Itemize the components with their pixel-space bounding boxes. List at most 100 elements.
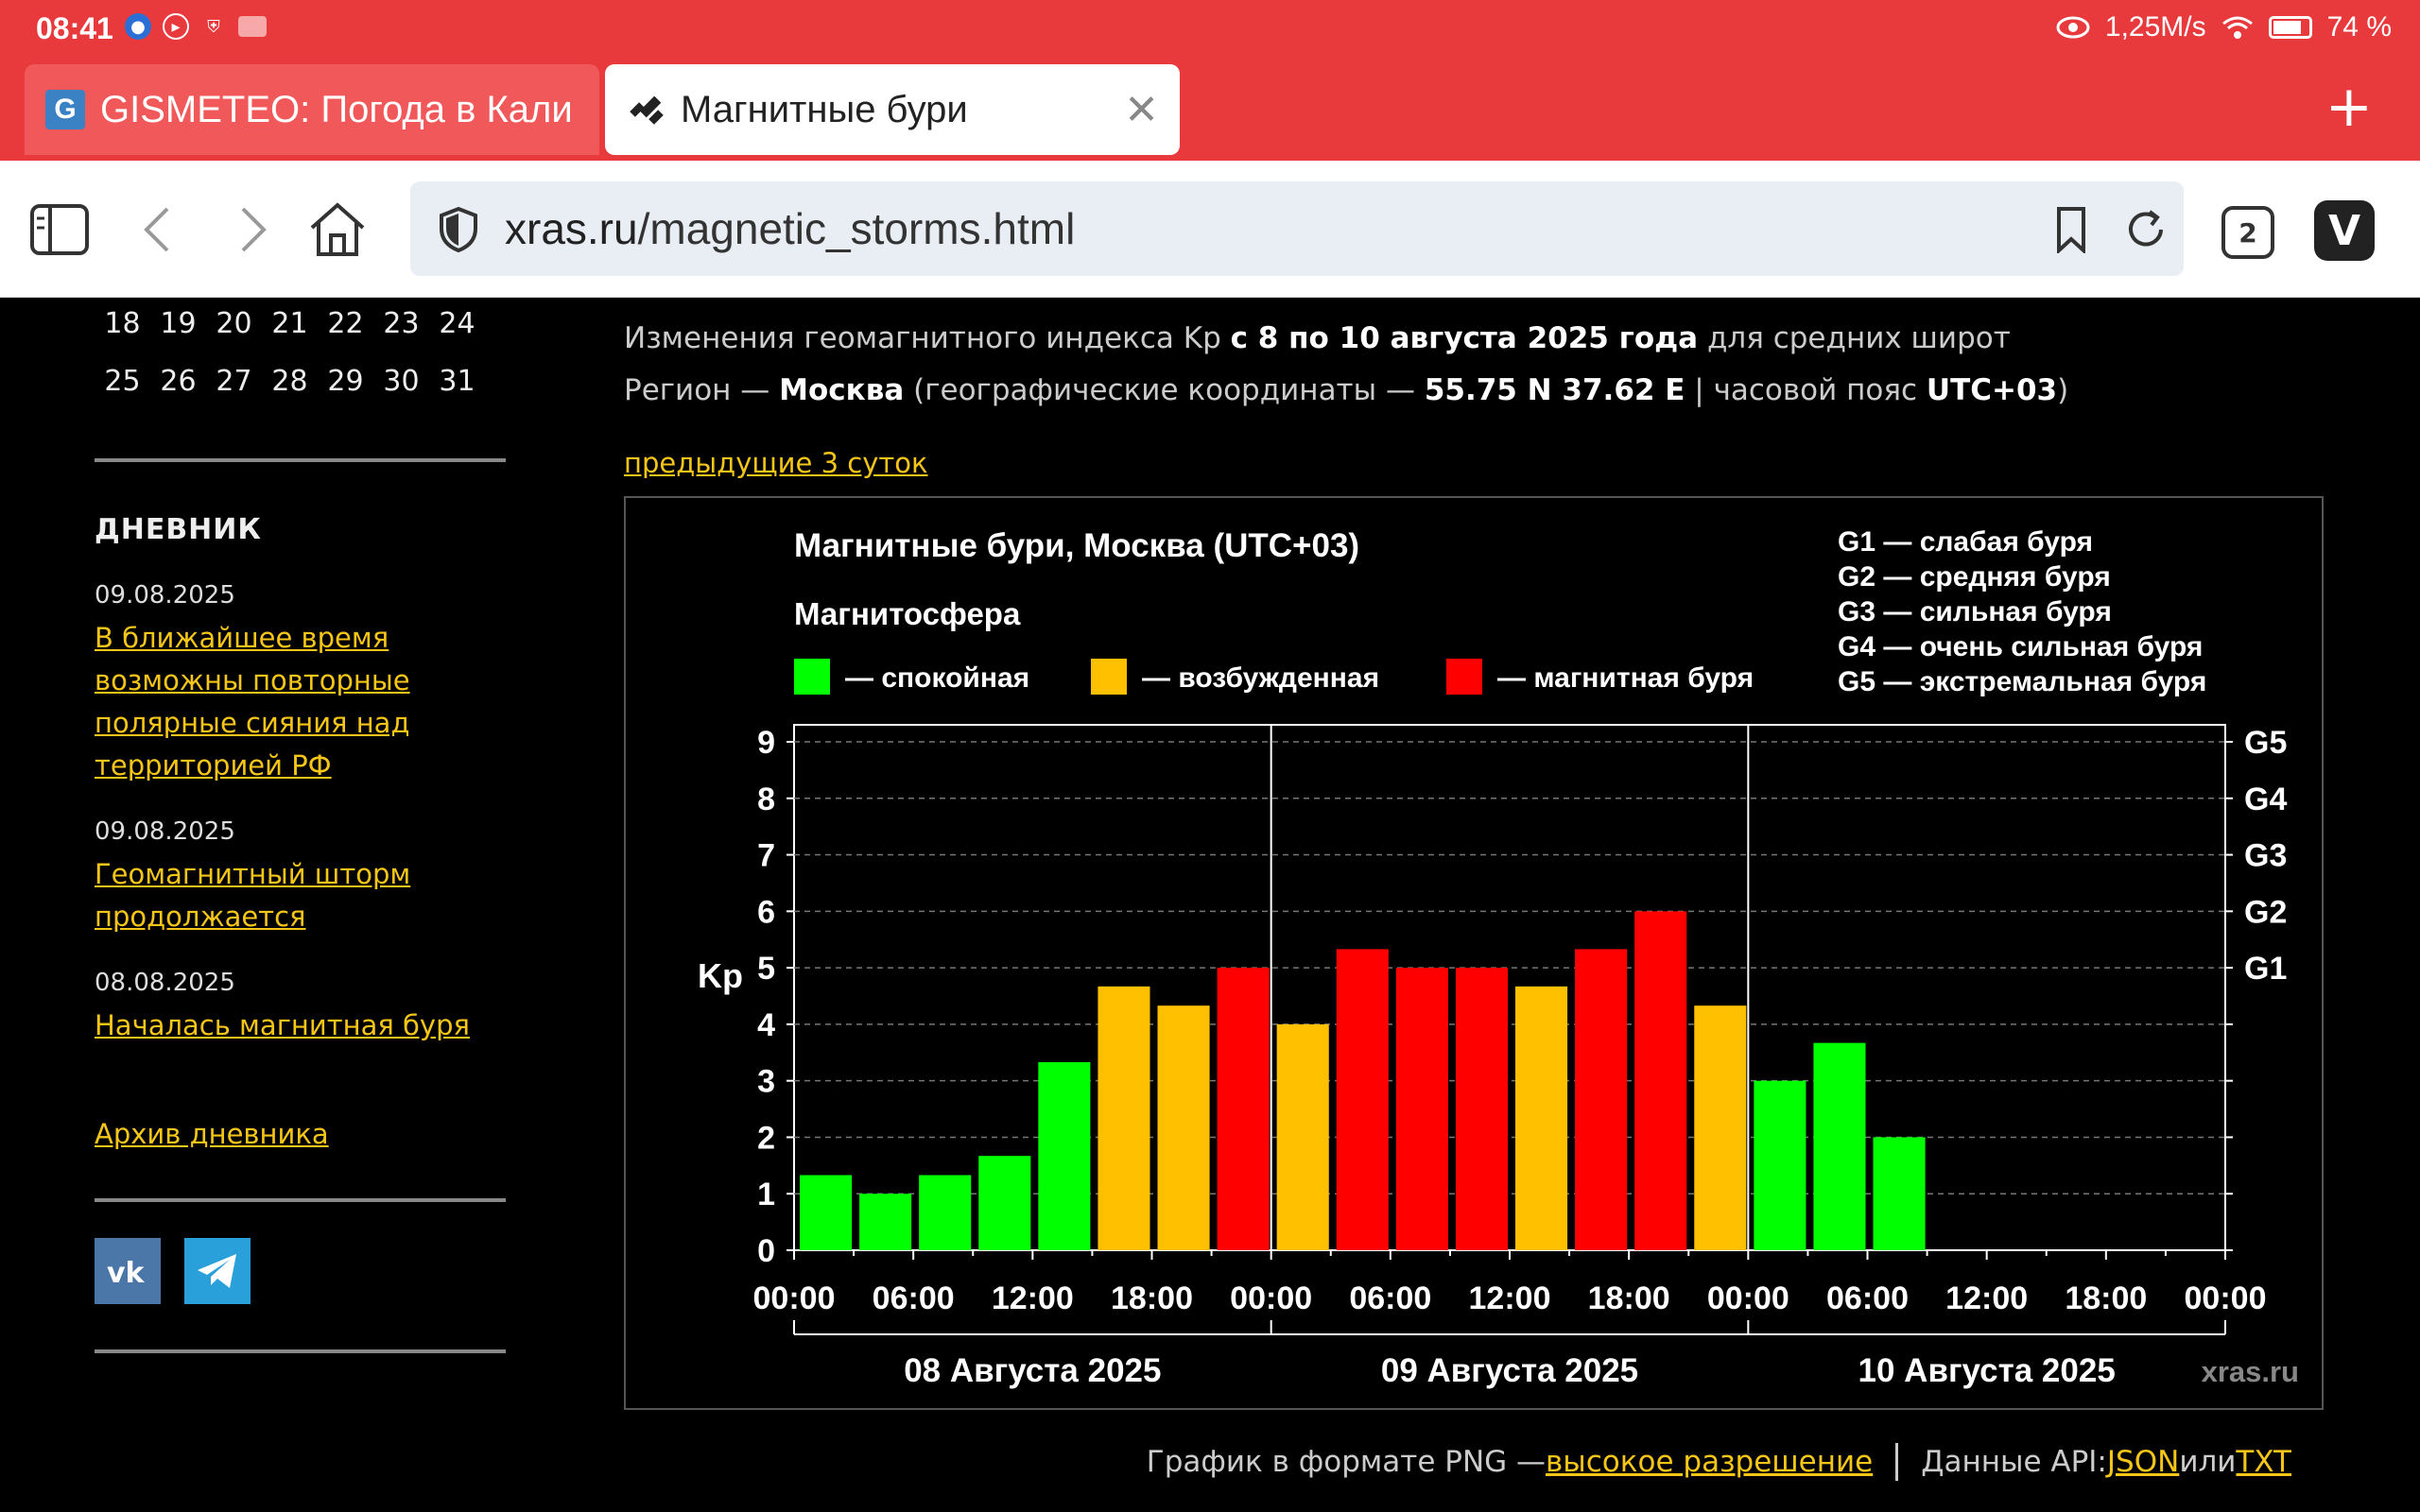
status-right: 1,25M/s 74 % (2056, 11, 2392, 43)
site-shield-icon[interactable] (439, 206, 478, 257)
kp-bar (1336, 949, 1389, 1250)
notification-icons: ● ▸ ⛨ (125, 13, 267, 40)
day-label: 10 Августа 2025 (1858, 1352, 2116, 1389)
kp-chart-svg: Магнитные бури, Москва (UTC+03) Магнитосф… (698, 526, 2299, 1389)
kp-bar (978, 1156, 1031, 1250)
txt-link[interactable]: TXT (2236, 1445, 2291, 1479)
browser-chrome: 08:41 ● ▸ ⛨ 1,25M/s 74 % G GISMETEO: Пог… (0, 0, 2420, 298)
y-tick-label: 2 (757, 1120, 775, 1156)
calendar-day[interactable]: 29 (327, 365, 364, 398)
telegram-icon[interactable] (184, 1238, 251, 1304)
x-tick-label: 06:00 (1349, 1280, 1431, 1316)
y-tick-label: 9 (757, 725, 775, 761)
close-tab-icon[interactable]: ✕ (1124, 86, 1159, 133)
diary-heading: ДНЕВНИК (95, 513, 262, 546)
chart-footer: График в формате PNG — высокое разрешени… (1147, 1443, 2291, 1481)
legend-title: Магнитосфера (794, 596, 1021, 631)
kp-bar (1634, 911, 1687, 1250)
hires-link[interactable]: высокое разрешение (1546, 1445, 1874, 1479)
diary-date: 08.08.2025 (95, 969, 235, 997)
x-tick-label: 00:00 (753, 1280, 836, 1316)
x-tick-label: 18:00 (1588, 1280, 1670, 1316)
back-icon[interactable] (127, 198, 189, 261)
y-tick-label: 8 (757, 782, 775, 817)
tab-title: GISMETEO: Погода в Кали (100, 88, 573, 130)
y-tick-label: 0 (757, 1233, 775, 1269)
bookmark-icon[interactable] (2055, 206, 2087, 257)
calendar-day[interactable]: 26 (160, 365, 197, 398)
g-tick-label: G4 (2244, 782, 2287, 817)
y-tick-label: 6 (757, 894, 775, 930)
g-scale-label: G2 — средняя буря (1838, 561, 2111, 593)
vivaldi-menu-icon[interactable]: V (2314, 200, 2375, 261)
day-label: 09 Августа 2025 (1381, 1352, 1638, 1389)
svg-text:vk: vk (107, 1257, 146, 1285)
calendar-day[interactable]: 31 (439, 365, 475, 398)
calendar-day[interactable]: 22 (327, 307, 364, 340)
play-notification-icon: ▸ (163, 13, 189, 40)
y-tick-label: 4 (757, 1007, 775, 1043)
calendar-day[interactable]: 24 (439, 307, 475, 340)
gismeteo-icon: G (45, 90, 85, 129)
g-scale-label: G3 — сильная буря (1838, 596, 2112, 627)
calendar-day[interactable]: 28 (271, 365, 308, 398)
home-icon[interactable] (306, 198, 369, 261)
tab-count-button[interactable]: 2 (2221, 206, 2274, 259)
calendar-day[interactable]: 20 (216, 307, 252, 340)
kp-bar (1575, 949, 1628, 1250)
calendar-day[interactable]: 21 (271, 307, 308, 340)
diary-link[interactable]: В ближайшее время возможны повторные пол… (95, 622, 410, 782)
new-tab-button[interactable]: + (2325, 74, 2373, 140)
tab-gismeteo[interactable]: G GISMETEO: Погода в Кали (25, 64, 599, 155)
diary-link[interactable]: Геомагнитный шторм продолжается (95, 858, 411, 933)
diary-archive-link[interactable]: Архив дневника (95, 1118, 329, 1150)
g-scale-label: G1 — слабая буря (1838, 526, 2093, 558)
network-speed: 1,25M/s (2104, 11, 2206, 43)
tab-title: Магнитные бури (681, 88, 968, 130)
diary-link[interactable]: Началась магнитная буря (95, 1009, 470, 1041)
forward-icon[interactable] (221, 198, 284, 261)
calendar-day[interactable]: 19 (160, 307, 197, 340)
footer-separator (1895, 1443, 1899, 1481)
png-label: График в формате PNG — (1146, 1445, 1547, 1479)
app-notification-icon (238, 16, 267, 37)
vk-icon[interactable]: vk (95, 1238, 161, 1304)
x-tick-label: 06:00 (873, 1280, 955, 1316)
sidebar-divider (95, 458, 506, 462)
address-bar[interactable]: xras.ru/magnetic_storms.html (410, 181, 2184, 276)
calendar-day[interactable]: 25 (104, 365, 141, 398)
x-tick-label: 00:00 (2185, 1280, 2267, 1316)
calendar-day[interactable]: 18 (104, 307, 141, 340)
y-axis-label: Kp (698, 956, 743, 995)
x-tick-label: 06:00 (1826, 1280, 1909, 1316)
g-tick-label: G3 (2244, 838, 2287, 874)
calendar-day[interactable]: 27 (216, 365, 252, 398)
previous-days-link[interactable]: предыдущие 3 суток (624, 447, 928, 479)
g-scale-label: G4 — очень сильная буря (1838, 631, 2203, 662)
diary-date: 09.08.2025 (95, 817, 235, 846)
status-time: 08:41 (36, 11, 113, 45)
kp-bar (859, 1194, 912, 1250)
json-link[interactable]: JSON (2106, 1445, 2180, 1479)
y-tick-label: 5 (757, 951, 775, 987)
kp-bar (800, 1175, 853, 1250)
shield-notification-icon: ⛨ (207, 16, 220, 37)
panel-toggle-icon[interactable] (28, 198, 91, 261)
calendar-day[interactable]: 23 (383, 307, 420, 340)
g-tick-label: G5 (2244, 725, 2287, 761)
url-text[interactable]: xras.ru/magnetic_storms.html (505, 204, 1076, 253)
g-tick-label: G1 (2244, 951, 2287, 987)
satellite-icon (626, 90, 666, 129)
calendar-day[interactable]: 30 (383, 365, 420, 398)
legend-label: — магнитная буря (1497, 662, 1754, 694)
legend-label: — возбужденная (1142, 662, 1379, 694)
wifi-icon (2221, 16, 2253, 39)
legend-swatch (1446, 659, 1482, 695)
reload-icon[interactable] (2123, 206, 2169, 257)
kp-bar (1157, 1005, 1210, 1250)
battery-icon (2268, 16, 2312, 39)
tab-magnetic-storms[interactable]: Магнитные бури ✕ (605, 64, 1180, 155)
kp-bar (919, 1175, 972, 1250)
kp-bar (1754, 1080, 1806, 1250)
kp-bar (1395, 968, 1448, 1250)
